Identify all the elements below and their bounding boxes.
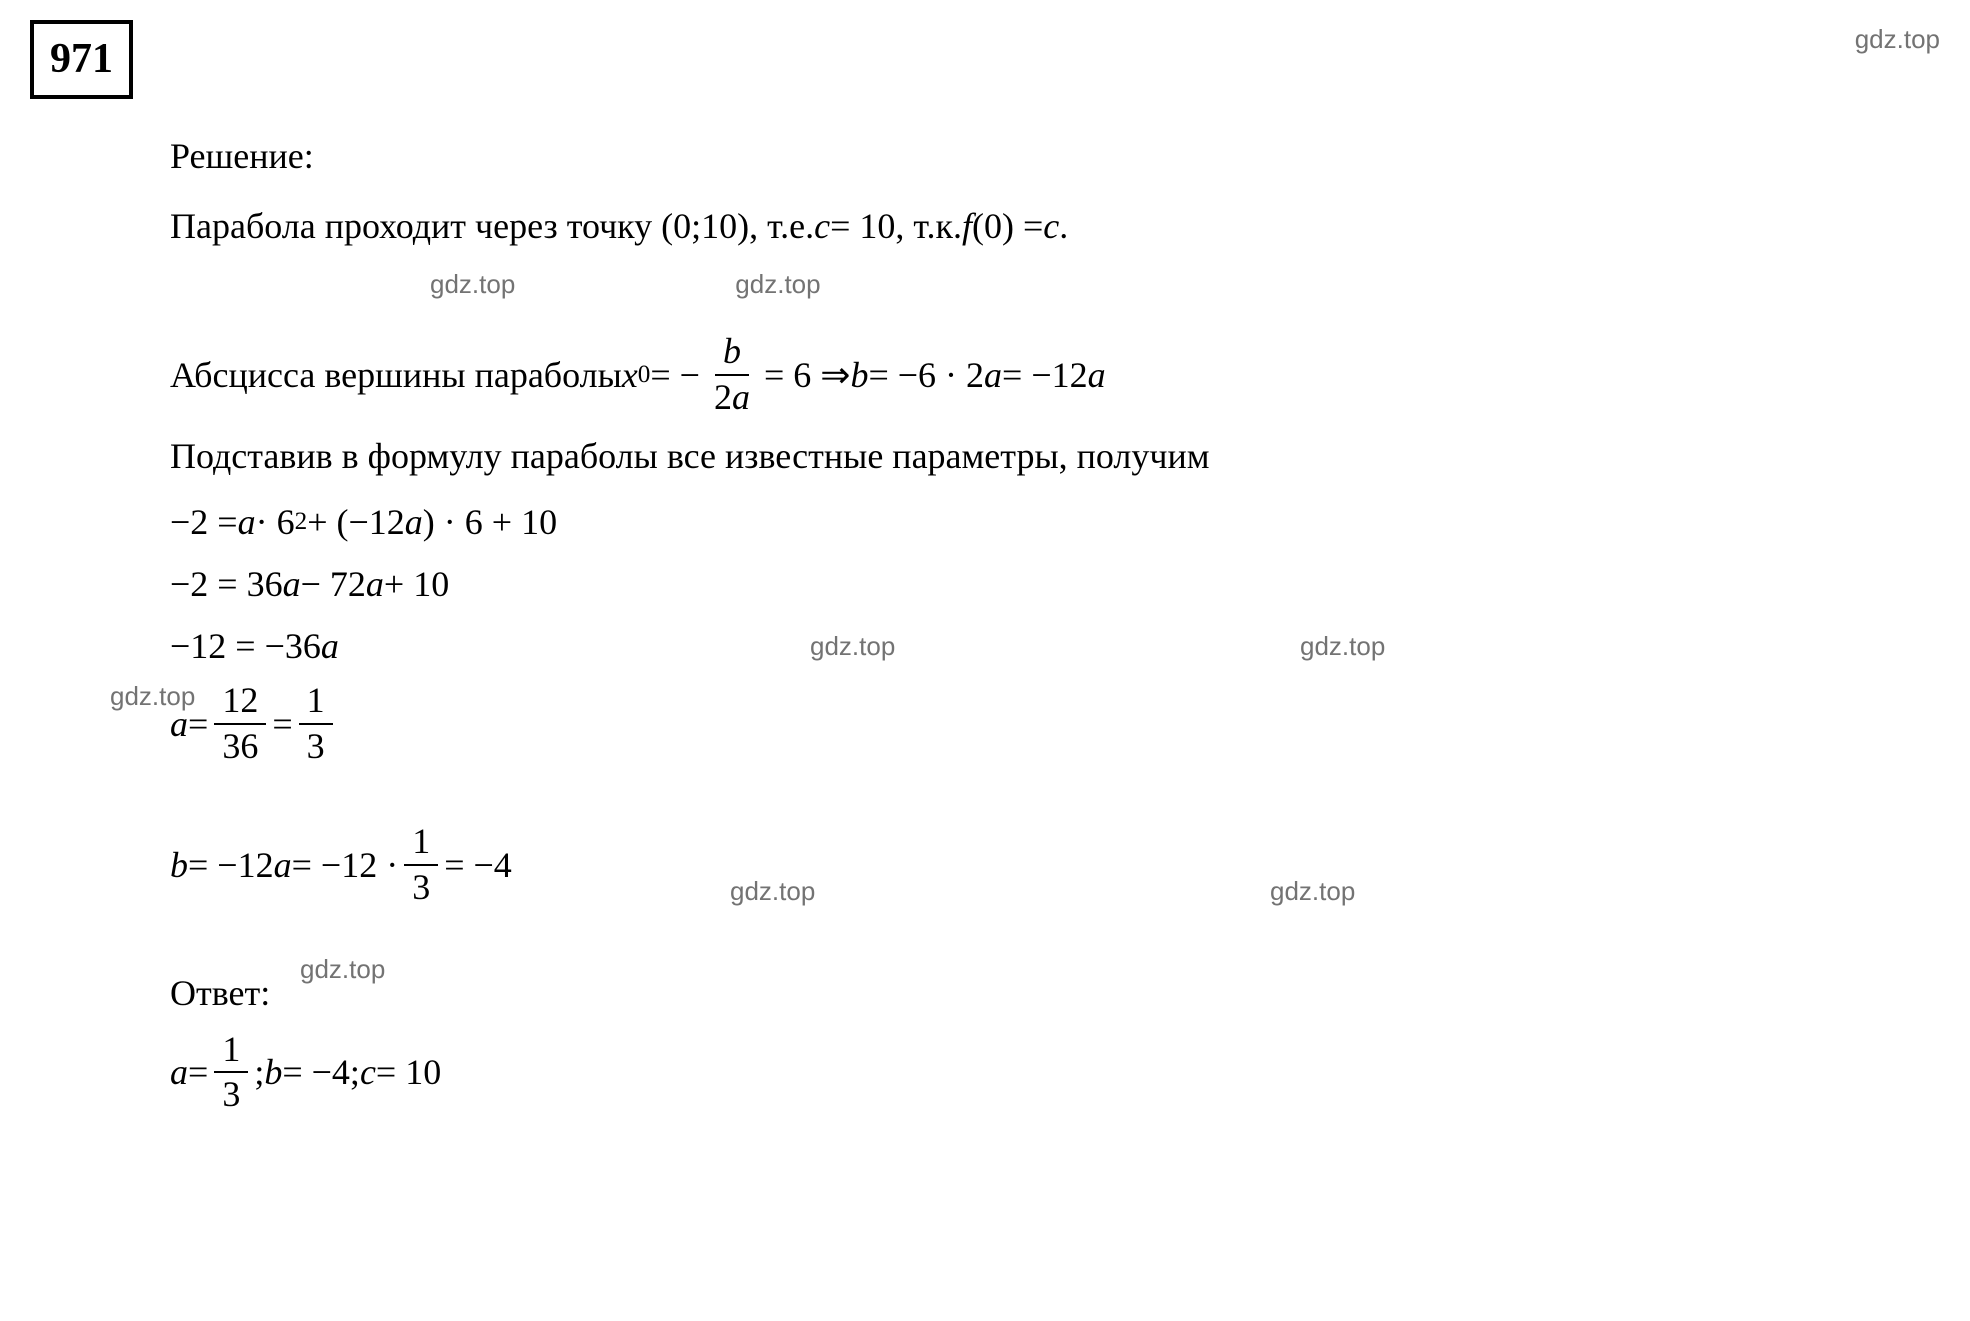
watermark-inline-5: gdz.top bbox=[110, 677, 195, 716]
fraction-b-2a: b 2a bbox=[706, 332, 758, 417]
text: Абсцисса вершины параболы bbox=[170, 348, 622, 402]
sup-2: 2 bbox=[295, 503, 308, 541]
frac-num: 1 bbox=[214, 1030, 248, 1074]
var-x: x bbox=[622, 348, 638, 402]
var-c: c bbox=[814, 199, 830, 253]
frac-den: 36 bbox=[214, 725, 266, 767]
equation-2: −2 = 36 a − 72 a + 10 bbox=[170, 557, 1880, 611]
sub-0: 0 bbox=[638, 356, 651, 394]
text: = −12 bbox=[188, 838, 274, 892]
watermark-inline-7: gdz.top bbox=[1270, 872, 1355, 911]
line-vertex-abscissa: Абсцисса вершины параболы x 0 = − b 2a =… bbox=[170, 332, 1880, 417]
fraction-1-3: 1 3 bbox=[299, 681, 333, 766]
text: · 6 bbox=[256, 495, 295, 549]
equation-3: −12 = −36 a bbox=[170, 619, 1880, 673]
text: + (−12 bbox=[307, 495, 405, 549]
watermark-inline-2: gdz.top bbox=[735, 265, 820, 304]
frac-num: 1 bbox=[299, 681, 333, 725]
watermark-inline-8: gdz.top bbox=[300, 950, 385, 989]
var-a2: a bbox=[405, 495, 423, 549]
fraction-12-36: 12 36 bbox=[214, 681, 266, 766]
var-b: b bbox=[264, 1045, 282, 1099]
text: = bbox=[188, 1045, 208, 1099]
var-a2: a bbox=[366, 557, 384, 611]
var-a2: a bbox=[1088, 348, 1106, 402]
text: = 6 ⇒ bbox=[764, 348, 850, 402]
watermark-inline-3: gdz.top bbox=[810, 627, 895, 666]
frac-den: 2a bbox=[706, 376, 758, 418]
var-f: f bbox=[962, 199, 972, 253]
equation-5: b = −12 a = −12 · 1 3 = −4 bbox=[170, 822, 1880, 907]
frac-den: 3 bbox=[214, 1073, 248, 1115]
frac-num: b bbox=[723, 331, 741, 371]
watermark-inline-6: gdz.top bbox=[730, 872, 815, 911]
text: ; bbox=[254, 1045, 264, 1099]
frac-num: 12 bbox=[214, 681, 266, 725]
watermark-top-right: gdz.top bbox=[1855, 20, 1940, 59]
var-c2: c bbox=[1043, 199, 1059, 253]
text: = 10, т.к. bbox=[830, 199, 962, 253]
var-b: b bbox=[850, 348, 868, 402]
var-a: a bbox=[238, 495, 256, 549]
equation-4: a = 12 36 = 1 3 bbox=[170, 681, 1880, 766]
fraction-1-3: 1 3 bbox=[404, 822, 438, 907]
var-a: a bbox=[283, 557, 301, 611]
frac-den: 3 bbox=[404, 866, 438, 908]
watermark-inline-4: gdz.top bbox=[1300, 627, 1385, 666]
text: −12 = −36 bbox=[170, 619, 321, 673]
var-a: a bbox=[170, 1045, 188, 1099]
var-a: a bbox=[321, 619, 339, 673]
frac-den: 3 bbox=[299, 725, 333, 767]
text: = bbox=[272, 697, 292, 751]
equation-1: −2 = a · 6 2 + (−12 a ) · 6 + 10 bbox=[170, 495, 1880, 549]
text: = −12 · bbox=[292, 838, 399, 892]
text: = −6 · 2 bbox=[868, 348, 984, 402]
text: −2 = 36 bbox=[170, 557, 283, 611]
answer-line: a = 1 3 ; b = −4; c = 10 bbox=[170, 1030, 1880, 1115]
text: ) · 6 + 10 bbox=[423, 495, 557, 549]
text: − 72 bbox=[301, 557, 366, 611]
text: −2 = bbox=[170, 495, 238, 549]
problem-number: 971 bbox=[30, 20, 133, 99]
var-b: b bbox=[170, 838, 188, 892]
text: Подставив в формулу параболы все известн… bbox=[170, 429, 1210, 483]
text: = 10 bbox=[376, 1045, 441, 1099]
text: = −4 bbox=[444, 838, 512, 892]
text: = −12 bbox=[1002, 348, 1088, 402]
answer-label: Ответ: bbox=[170, 966, 1880, 1020]
var-a: a bbox=[984, 348, 1002, 402]
frac-num: 1 bbox=[404, 822, 438, 866]
text: Парабола проходит через точку (0;10), т.… bbox=[170, 199, 814, 253]
var-a: a bbox=[274, 838, 292, 892]
line-parabola-point: Парабола проходит через точку (0;10), т.… bbox=[170, 199, 1880, 253]
text: + 10 bbox=[384, 557, 449, 611]
fraction-1-3: 1 3 bbox=[214, 1030, 248, 1115]
watermark-inline-1: gdz.top bbox=[430, 265, 515, 304]
text: = − bbox=[650, 348, 700, 402]
solution-label: Решение: bbox=[170, 129, 1880, 183]
text: (0) = bbox=[972, 199, 1043, 253]
line-substitute: Подставив в формулу параболы все известн… bbox=[170, 429, 1880, 483]
var-c: c bbox=[360, 1045, 376, 1099]
text: . bbox=[1059, 199, 1068, 253]
text: = −4; bbox=[282, 1045, 360, 1099]
